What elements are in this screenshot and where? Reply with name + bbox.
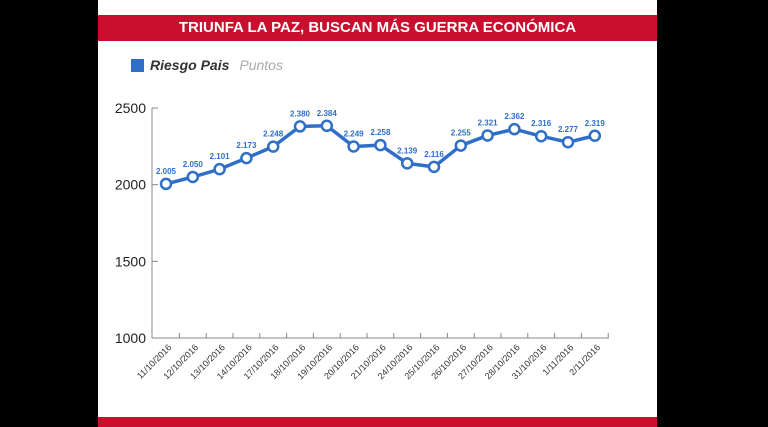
data-label: 2.319 — [585, 119, 606, 128]
data-point — [320, 119, 334, 133]
data-point — [374, 138, 387, 152]
data-label: 2.316 — [531, 119, 552, 128]
data-point — [534, 129, 548, 143]
data-point — [186, 170, 200, 184]
data-label: 2.362 — [504, 112, 525, 121]
data-label: 2.248 — [263, 130, 284, 139]
data-point — [159, 177, 173, 191]
data-label: 2.255 — [451, 129, 472, 138]
data-label: 2.050 — [183, 160, 204, 169]
data-point — [213, 162, 226, 176]
legend-swatch — [131, 58, 144, 72]
y-tick-label: 2500 — [115, 100, 146, 116]
data-label: 2.384 — [317, 109, 338, 118]
data-point — [240, 151, 253, 165]
chart-panel: TRIUNFA LA PAZ, BUSCAN MÁS GUERRA ECONÓM… — [98, 0, 657, 427]
data-label: 2.101 — [210, 152, 231, 161]
data-point — [427, 160, 441, 174]
data-label: 2.277 — [558, 125, 579, 134]
data-label: 2.321 — [478, 118, 499, 127]
bottom-bar — [98, 417, 657, 427]
y-tick-label: 1500 — [115, 253, 146, 269]
legend-series: Riesgo Pais — [150, 57, 230, 73]
y-tick-label: 2000 — [115, 177, 146, 193]
data-label: 2.005 — [156, 167, 177, 176]
data-point — [266, 140, 280, 153]
data-point — [508, 122, 521, 136]
data-point — [293, 120, 307, 133]
data-label: 2.139 — [397, 146, 418, 155]
data-label: 2.249 — [344, 129, 365, 138]
data-point — [588, 129, 602, 143]
line-chart: 100015002000250011/10/201612/10/201613/1… — [115, 100, 609, 381]
data-point — [481, 129, 494, 142]
data-point — [347, 140, 360, 153]
y-tick-label: 1000 — [115, 330, 146, 346]
data-label: 2.258 — [370, 128, 391, 137]
data-label: 2.380 — [290, 109, 311, 118]
chart-title: TRIUNFA LA PAZ, BUSCAN MÁS GUERRA ECONÓM… — [98, 15, 657, 41]
legend-unit: Puntos — [239, 57, 283, 73]
data-label: 2.173 — [236, 141, 257, 150]
data-label: 2.116 — [424, 150, 444, 159]
data-point — [400, 157, 414, 170]
data-point — [561, 135, 575, 149]
legend: Riesgo Pais Puntos — [131, 57, 283, 73]
data-point — [454, 139, 468, 152]
